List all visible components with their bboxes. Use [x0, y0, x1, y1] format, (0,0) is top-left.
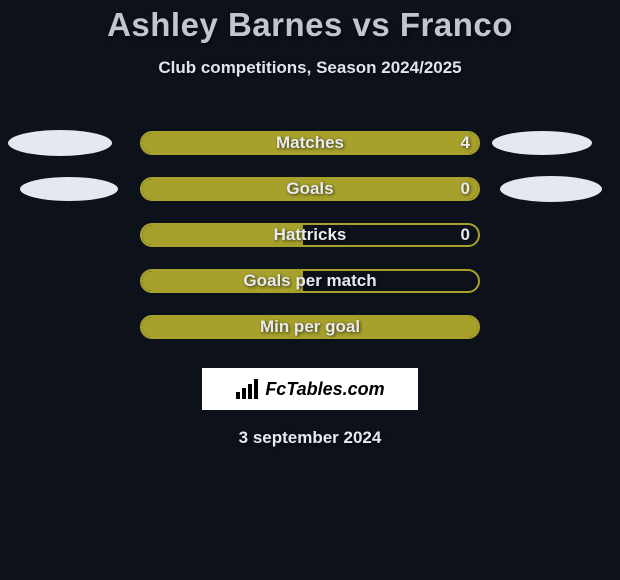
stat-row: Hattricks0	[0, 212, 620, 258]
stat-bar: Hattricks	[140, 223, 480, 247]
stat-label: Goals per match	[142, 271, 478, 291]
comparison-card: Ashley Barnes vs Franco Club competition…	[0, 0, 620, 448]
subtitle: Club competitions, Season 2024/2025	[0, 58, 620, 78]
left-ellipse	[20, 177, 118, 201]
stat-row: Matches4	[0, 120, 620, 166]
stat-label: Min per goal	[142, 317, 478, 337]
right-ellipse	[500, 176, 602, 202]
stat-bar: Min per goal	[140, 315, 480, 339]
stat-bar: Matches	[140, 131, 480, 155]
right-ellipse	[492, 131, 592, 155]
stat-bar: Goals	[140, 177, 480, 201]
stat-label: Goals	[142, 179, 478, 199]
logo-text: FcTables.com	[265, 379, 384, 400]
stat-value-right: 0	[461, 225, 470, 245]
stat-row: Goals0	[0, 166, 620, 212]
page-title: Ashley Barnes vs Franco	[0, 6, 620, 44]
stat-row: Goals per match	[0, 258, 620, 304]
stat-label: Matches	[142, 133, 478, 153]
left-ellipse	[8, 130, 112, 156]
stat-value-right: 0	[461, 179, 470, 199]
stat-rows: Matches4Goals0Hattricks0Goals per matchM…	[0, 120, 620, 350]
stat-label: Hattricks	[142, 225, 478, 245]
stat-value-right: 4	[461, 133, 470, 153]
bars-icon	[235, 378, 261, 400]
stat-bar: Goals per match	[140, 269, 480, 293]
stat-row: Min per goal	[0, 304, 620, 350]
logo-box[interactable]: FcTables.com	[202, 368, 418, 410]
date-label: 3 september 2024	[0, 428, 620, 448]
